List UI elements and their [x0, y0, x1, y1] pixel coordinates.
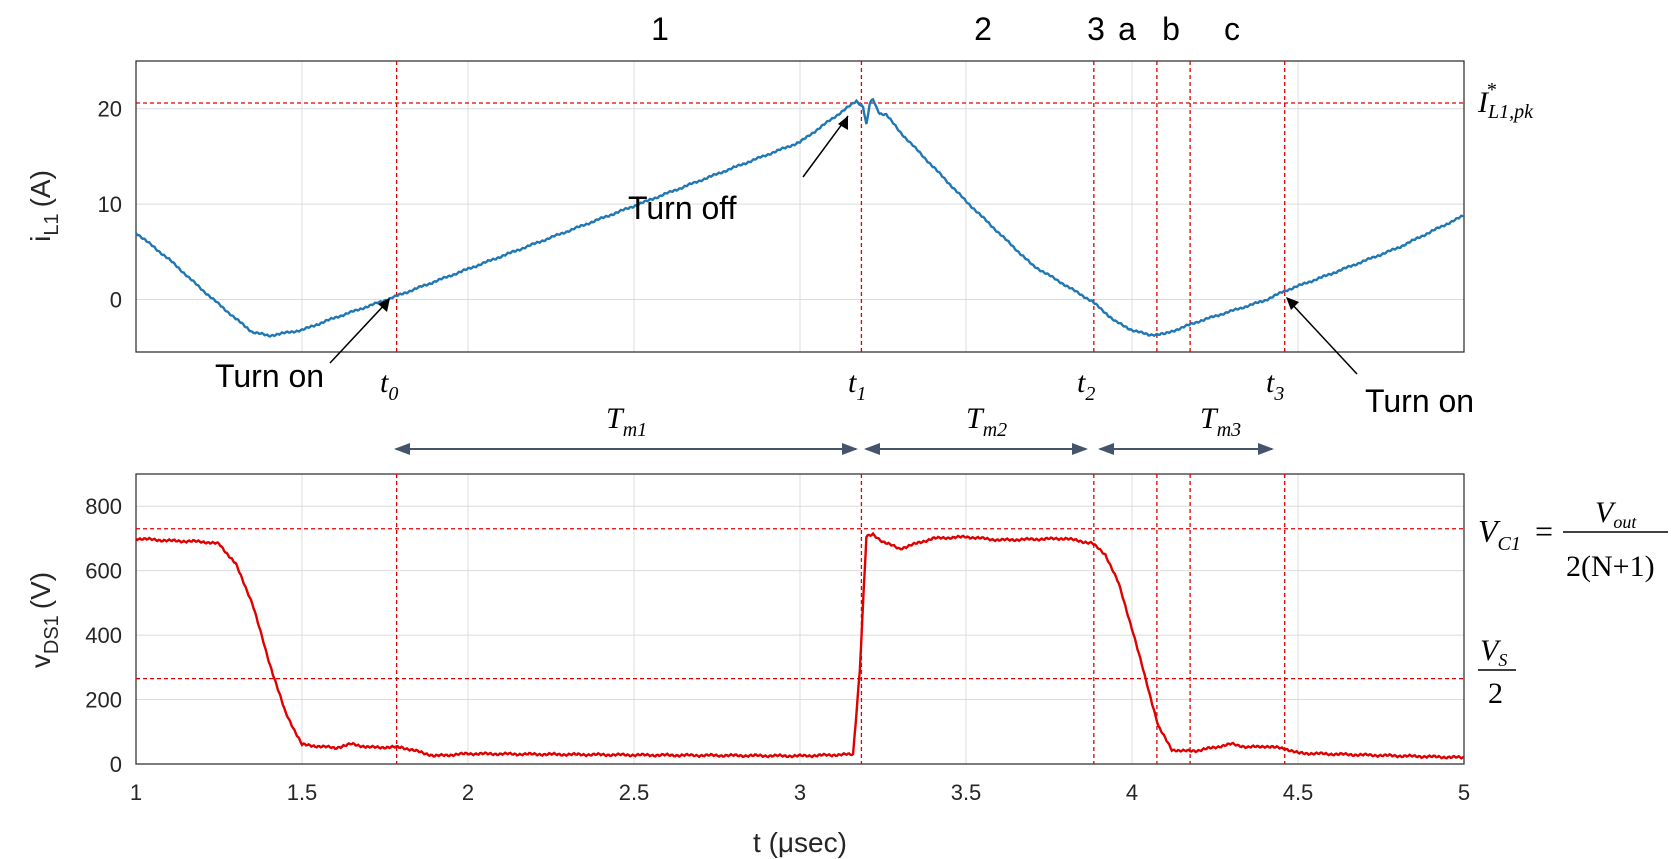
inductor-current-series: [135, 97, 1465, 338]
x-tick-label: 2: [462, 780, 474, 805]
y-tick-label: 20: [98, 97, 122, 122]
y-tick-label: 800: [85, 494, 122, 519]
region-label-c: c: [1224, 11, 1240, 47]
bottom-y-axis-label: vDS1(V): [25, 572, 63, 668]
time-label-t3: t3: [1266, 366, 1284, 405]
x-tick-label: 3: [794, 780, 806, 805]
x-tick-label: 1.5: [287, 780, 318, 805]
peak-current-label: I* L1,pk: [1477, 79, 1534, 123]
turn-on-pointer-right: [1289, 301, 1358, 375]
y-tick-label: 200: [85, 688, 122, 713]
x-tick-label: 4.5: [1283, 780, 1314, 805]
vs-formula: VS 2: [1478, 634, 1516, 710]
time-label-t2: t2: [1077, 366, 1095, 405]
reference-lines: [136, 61, 1464, 764]
interval-label-tm1: Tm1: [606, 402, 647, 441]
svg-text:VC1: VC1: [1478, 513, 1521, 555]
time-label-t1: t1: [848, 366, 866, 405]
top-plot-area: [135, 60, 1465, 353]
region-label-a: a: [1118, 11, 1136, 47]
svg-text:VS: VS: [1480, 634, 1507, 670]
vc1-formula: VC1 = Vout 2(N+1): [1478, 496, 1668, 583]
region-label-1: 1: [651, 11, 669, 47]
interval-arrow-tm2: [864, 443, 1088, 455]
turn-on-arrowhead-right: [1286, 297, 1299, 310]
y-tick-label: 400: [85, 623, 122, 648]
drain-source-voltage-series: [135, 531, 1465, 760]
interval-label-tm3: Tm3: [1200, 402, 1241, 441]
x-tick-label: 4: [1126, 780, 1138, 805]
svg-text:2(N+1): 2(N+1): [1566, 550, 1655, 583]
turn-on-pointer-left: [329, 301, 388, 364]
region-label-2: 2: [974, 11, 992, 47]
y-tick-label: 0: [110, 752, 122, 777]
x-tick-label: 5: [1458, 780, 1470, 805]
region-label-b: b: [1162, 11, 1180, 47]
y-tick-label: 600: [85, 559, 122, 584]
interval-arrow-tm3: [1098, 443, 1274, 455]
svg-text:Vout: Vout: [1595, 496, 1637, 532]
svg-text:2: 2: [1488, 677, 1503, 710]
turn-on-arrowhead-left: [378, 298, 390, 312]
top-grid: [135, 61, 1465, 352]
x-tick-label: 1: [130, 780, 142, 805]
y-tick-label: 10: [98, 192, 122, 217]
x-axis-label: t (μsec): [753, 827, 847, 858]
bottom-x-tick-labels: 1 1.5 2 2.5 3 3.5 4 4.5 5: [130, 780, 1470, 805]
bottom-grid: [135, 474, 1465, 765]
svg-text:=: =: [1535, 513, 1553, 549]
turn-off-arrowhead: [838, 116, 848, 130]
turn-on-annotation-left: Turn on: [215, 358, 324, 394]
y-tick-label: 0: [110, 288, 122, 313]
turn-off-annotation: Turn off: [628, 190, 737, 226]
x-tick-label: 3.5: [951, 780, 982, 805]
turn-off-pointer: [802, 115, 849, 178]
top-y-tick-labels: 0 10 20: [98, 97, 122, 313]
time-label-t0: t0: [380, 366, 398, 405]
interval-arrow-tm1: [394, 443, 858, 455]
bottom-plot-area: [135, 473, 1465, 765]
region-label-3: 3: [1087, 11, 1105, 47]
interval-label-tm2: Tm2: [966, 402, 1007, 441]
x-tick-label: 2.5: [619, 780, 650, 805]
top-y-axis-label: iL1(A): [25, 170, 63, 242]
bottom-y-tick-labels: 0 200 400 600 800: [85, 494, 122, 777]
turn-on-annotation-right: Turn on: [1365, 383, 1474, 419]
